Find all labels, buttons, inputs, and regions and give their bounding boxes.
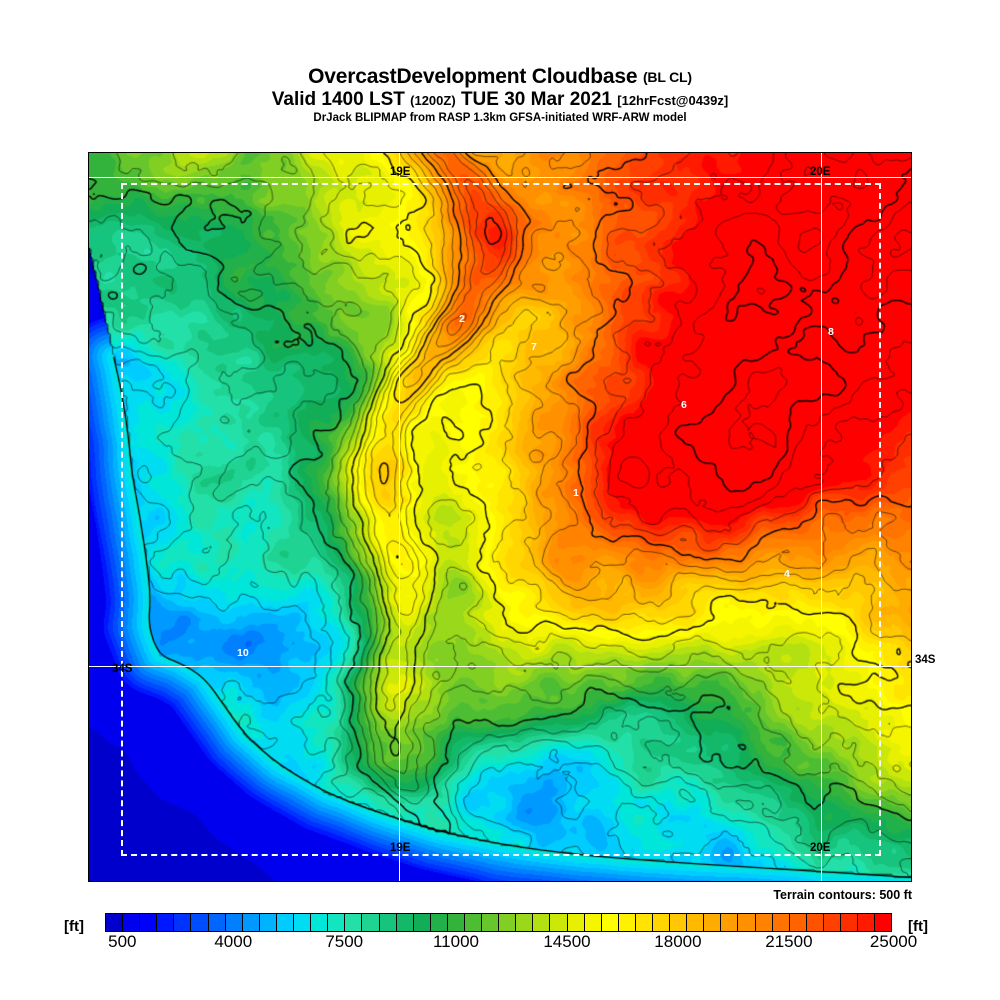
colorbar-swatch-43 <box>841 914 859 931</box>
cloudbase-heatmap <box>89 153 911 881</box>
model-credit: DrJack BLIPMAP from RASP 1.3km GFSA-init… <box>313 111 687 124</box>
colorbar-tick-11000: 11000 <box>432 932 480 951</box>
colorbar-swatch-26 <box>550 914 568 931</box>
colorbar-swatch-33 <box>670 914 688 931</box>
colorbar-tick-25000: 25000 <box>869 932 918 951</box>
map-plot-area: 10 2 7 6 1 8 4 <box>88 152 912 882</box>
colorbar-swatch-30 <box>618 914 636 931</box>
colorbar-swatch-11 <box>294 914 312 931</box>
colorbar-swatch-0 <box>106 914 124 931</box>
colorbar-swatch-7 <box>225 914 243 931</box>
colorbar-swatch-13 <box>328 914 346 931</box>
valid-zulu: (1200Z) <box>410 92 456 108</box>
colorbar-tick-500: 500 <box>108 932 137 951</box>
colorbar-swatch-18 <box>413 914 431 931</box>
colorbar-swatch-17 <box>396 914 414 931</box>
colorbar-unit-right: [ft] <box>908 918 928 935</box>
axis-label-lat-34s-right: 34S <box>915 654 936 666</box>
title-block: OvercastDevelopment Cloudbase (BL CL) Va… <box>0 66 1000 125</box>
colorbar-swatch-20 <box>447 914 465 931</box>
colorbar-swatch-15 <box>362 914 380 931</box>
title-main-subscript: (BL CL) <box>642 69 692 85</box>
colorbar-swatch-14 <box>345 914 363 931</box>
colorbar-tick-18000: 18000 <box>654 932 702 951</box>
colorbar-swatch-21 <box>464 914 483 931</box>
colorbar-swatch-22 <box>482 914 500 931</box>
colorbar-swatch-38 <box>755 914 773 931</box>
colorbar-swatch-34 <box>687 914 705 931</box>
colorbar-swatch-29 <box>601 914 619 931</box>
axis-label-lon-20e-bottom: 20E <box>810 842 831 854</box>
colorbar-swatch-6 <box>208 914 226 931</box>
colorbar-swatch-19 <box>430 914 448 931</box>
colorbar-swatch-9 <box>259 914 277 931</box>
colorbar-swatch-8 <box>242 914 260 931</box>
colorbar-swatch-25 <box>533 914 551 931</box>
colorbar-tick-7500: 7500 <box>325 932 364 951</box>
colorbar-swatch-12 <box>311 914 329 931</box>
axis-label-lon-19e-top: 19E <box>390 166 411 178</box>
colorbar-swatch-44 <box>858 914 876 931</box>
colorbar-legend: [ft] [ft] 500 4000 7500 11000 14500 18000 2150… <box>0 908 1000 958</box>
terrain-contour-note: Terrain contours: 500 ft <box>773 888 912 902</box>
colorbar-tick-14500: 14500 <box>543 932 591 951</box>
colorbar-tick-4000: 4000 <box>214 932 253 951</box>
colorbar-swatch-28 <box>584 914 602 931</box>
forecast-stamp: [12hrFcst@0439z] <box>617 92 729 108</box>
colorbar-swatch-40 <box>789 914 807 931</box>
axis-label-lon-20e-top: 20E <box>810 166 831 178</box>
axis-label-lat-34s-left: 34S <box>112 663 133 675</box>
colorbar-swatch-1 <box>123 914 141 931</box>
colorbar-swatch-24 <box>516 914 534 931</box>
colorbar-swatch-41 <box>806 914 824 931</box>
colorbar-swatch-16 <box>379 914 397 931</box>
colorbar-swatch-3 <box>157 914 175 931</box>
colorbar-tick-labels: 500 4000 7500 11000 14500 18000 21500 25000 <box>105 932 917 956</box>
colorbar-tick-21500: 21500 <box>765 932 813 951</box>
colorbar-swatch-35 <box>704 914 722 931</box>
colorbar-swatch-31 <box>635 914 653 931</box>
colorbar-swatch-5 <box>191 914 209 931</box>
colorbar-swatch-37 <box>738 914 756 931</box>
colorbar-swatch-42 <box>823 914 842 931</box>
colorbar-swatch-36 <box>721 914 739 931</box>
colorbar-swatch-45 <box>875 914 892 931</box>
title-main-text: OvercastDevelopment Cloudbase <box>308 65 638 88</box>
axis-label-lon-19e-bottom: 19E <box>390 842 411 854</box>
valid-date: TUE 30 Mar 2021 <box>460 88 612 110</box>
colorbar-swatch-27 <box>567 914 585 931</box>
colorbar-swatch-2 <box>140 914 158 931</box>
page-title: OvercastDevelopment Cloudbase (BL CL) <box>0 66 1000 88</box>
title-valid-line: Valid 1400 LST (1200Z) TUE 30 Mar 2021 [… <box>0 88 1000 110</box>
colorbar-swatch-10 <box>276 914 295 931</box>
colorbar-swatch-32 <box>653 914 671 931</box>
colorbar-swatch-23 <box>499 914 517 931</box>
valid-prefix: Valid 1400 LST <box>271 88 405 110</box>
colorbar-unit-left: [ft] <box>64 918 84 935</box>
colorbar-swatch-4 <box>174 914 192 931</box>
colorbar-swatch-39 <box>772 914 790 931</box>
colorbar-swatches <box>105 913 892 932</box>
